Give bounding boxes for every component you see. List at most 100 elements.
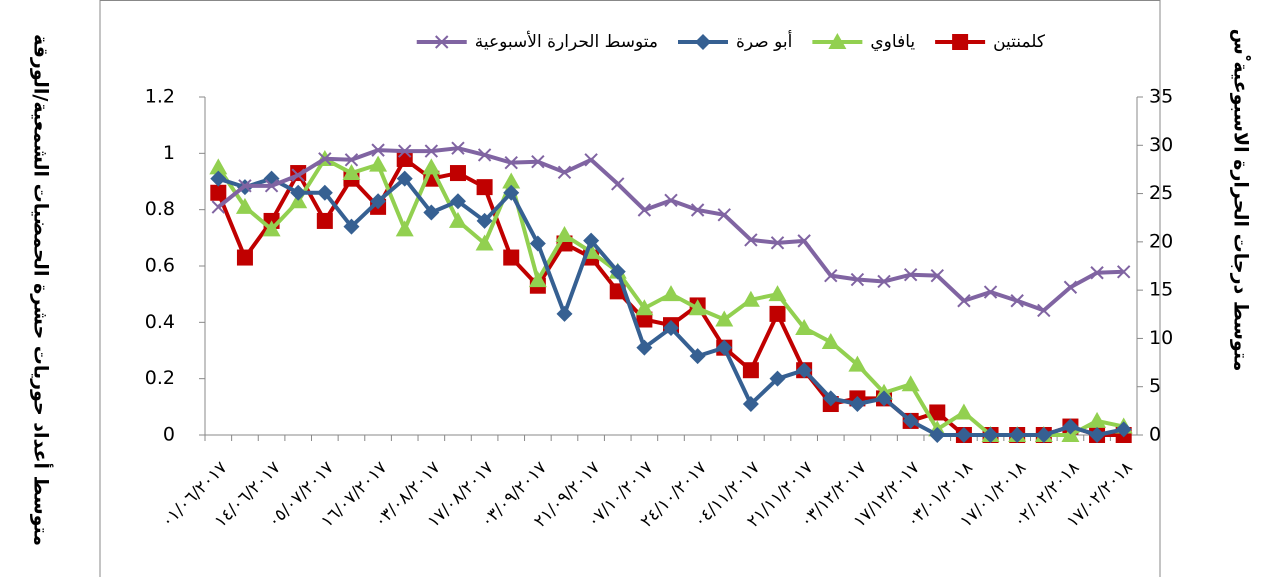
data-point: [423, 204, 440, 221]
data-point: [290, 184, 307, 201]
data-point: [797, 234, 811, 248]
data-point: [504, 155, 518, 170]
data-point: [238, 179, 252, 193]
data-point: [1115, 421, 1132, 438]
data-point: [636, 339, 653, 356]
data-point: [742, 362, 759, 379]
data-point: [475, 234, 494, 251]
data-point: [503, 184, 520, 201]
data-point: [716, 339, 733, 356]
data-point: [1009, 427, 1026, 443]
data-point: [929, 427, 946, 443]
data-point: [449, 193, 466, 210]
data-point: [611, 177, 625, 191]
data-point: [796, 362, 813, 379]
data-point: [876, 390, 893, 407]
data-point: [663, 319, 679, 336]
data-point: [528, 271, 547, 288]
legend-label: كلمنتين: [993, 32, 1046, 52]
legend-label: متوسط الحرارة الأسبوعية: [475, 31, 658, 52]
data-point: [824, 268, 838, 283]
y2-tick-label: 5: [1149, 375, 1161, 397]
data-point: [688, 299, 707, 316]
data-point: [877, 274, 891, 289]
y2-tick-label: 35: [1149, 86, 1173, 108]
data-point: [503, 249, 520, 266]
y2-tick-label: 10: [1149, 327, 1173, 349]
data-point: [742, 396, 759, 413]
data-point: [822, 390, 839, 407]
data-point: [1010, 294, 1024, 308]
data-point: [210, 184, 227, 201]
data-point: [209, 158, 228, 175]
y2-axis-title: متوسط درجات الحرارة الاسبوعية ْس: [1230, 29, 1252, 372]
y-tick-label: 0.6: [145, 255, 175, 277]
data-point: [344, 153, 359, 167]
data-point: [448, 211, 467, 228]
data-point: [768, 285, 787, 302]
data-point: [1089, 427, 1106, 443]
data-point: [1088, 411, 1107, 428]
y-tick-label: 1.2: [145, 86, 175, 108]
data-point: [769, 370, 786, 387]
series-line: [217, 176, 1125, 437]
data-point: [955, 427, 972, 443]
legend-marker: [435, 35, 449, 49]
data-point: [584, 153, 598, 167]
data-point: [398, 144, 412, 158]
data-point: [343, 218, 360, 235]
data-point: [850, 272, 865, 287]
data-point: [744, 233, 758, 247]
legend-marker: [695, 34, 711, 50]
data-point: [235, 197, 254, 214]
data-point: [957, 294, 971, 308]
data-point: [529, 235, 546, 252]
data-point: [371, 143, 385, 157]
data-point: [502, 172, 521, 189]
data-point: [449, 165, 466, 182]
y2-tick-label: 30: [1149, 134, 1173, 156]
data-point: [609, 263, 626, 280]
legend-marker: [952, 34, 969, 50]
data-point: [422, 158, 441, 175]
chart-frame: [99, 0, 1161, 581]
legend-label: أبو صرة: [736, 30, 792, 52]
data-point: [689, 348, 706, 365]
data-point: [370, 193, 387, 210]
y2-tick-label: 15: [1149, 279, 1173, 301]
data-point: [583, 232, 600, 249]
data-point: [342, 164, 361, 181]
data-point: [983, 285, 998, 299]
data-point: [1116, 265, 1131, 279]
data-point: [821, 333, 840, 350]
data-point: [1035, 427, 1052, 443]
data-point: [262, 220, 281, 237]
data-point: [795, 318, 814, 335]
data-point: [316, 184, 333, 201]
data-point: [369, 155, 388, 172]
y2-tick-label: 20: [1149, 230, 1173, 252]
data-point: [291, 168, 305, 182]
data-point: [769, 305, 786, 322]
data-point: [1090, 266, 1104, 280]
data-point: [636, 311, 653, 328]
data-point: [715, 310, 734, 327]
data-point: [556, 305, 573, 322]
data-point: [476, 212, 493, 229]
data-point: [1062, 418, 1079, 435]
data-point: [635, 299, 654, 316]
data-point: [637, 203, 652, 217]
data-point: [717, 208, 731, 222]
data-point: [1037, 303, 1051, 318]
data-point: [901, 375, 920, 392]
data-point: [929, 404, 946, 421]
data-point: [690, 203, 705, 217]
data-point: [316, 212, 333, 229]
y-tick-label: 0: [163, 424, 175, 446]
data-point: [982, 427, 999, 443]
y-tick-label: 1: [163, 142, 175, 164]
data-point: [741, 290, 760, 307]
data-point: [424, 144, 439, 158]
